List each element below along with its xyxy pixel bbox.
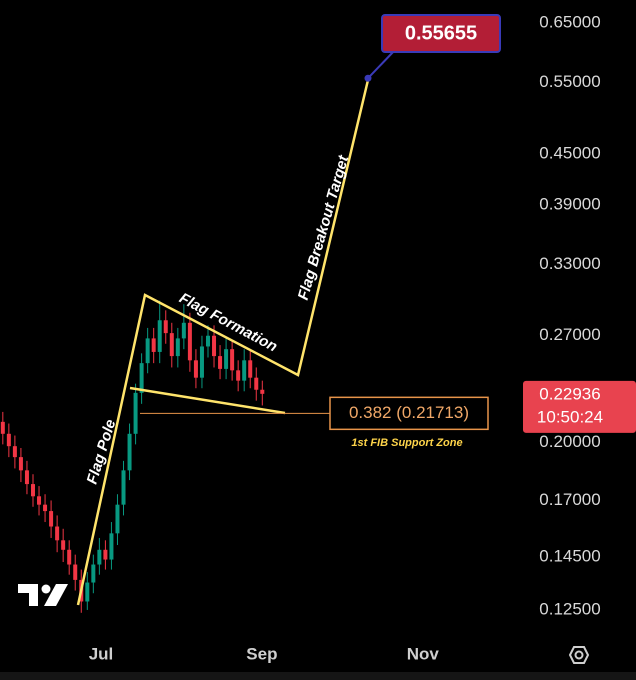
y-tick-label: 0.27000 [539, 325, 600, 344]
candle-body [205, 335, 210, 347]
y-tick-label: 0.14500 [539, 547, 600, 566]
candle-body [260, 389, 265, 394]
y-tick-label: 0.17000 [539, 490, 600, 509]
candle-body [193, 360, 198, 378]
settings-icon[interactable] [568, 646, 590, 664]
y-tick-label: 0.65000 [539, 12, 600, 31]
candle-body [37, 496, 42, 505]
y-tick-label: 0.45000 [539, 143, 600, 162]
candle-body [187, 322, 192, 361]
candle-body [6, 433, 11, 447]
candle-body [85, 582, 90, 602]
candle-body [224, 349, 229, 369]
candle-body [115, 504, 120, 534]
candle-body [133, 392, 138, 434]
candle-body [248, 360, 253, 378]
candle-body [151, 338, 156, 352]
candle-body [230, 349, 235, 371]
y-tick-label: 0.55000 [539, 72, 600, 91]
y-tick-label: 0.39000 [539, 194, 600, 213]
logo-part [41, 584, 51, 594]
candle-body [169, 333, 174, 357]
candle-body [212, 335, 217, 357]
last-price-box [523, 380, 636, 433]
fib-box [329, 396, 489, 431]
candle-body [254, 377, 259, 390]
overlay: 0.382 (0.21713) 1st FIB Support Zone 0.556… [140, 14, 636, 449]
pattern-outline [76, 79, 370, 606]
candle-body [242, 360, 247, 381]
target-connector [367, 49, 396, 79]
last-price-label: 0.22936 [539, 384, 600, 403]
candle-body [18, 457, 23, 471]
target-label: 0.55655 [405, 22, 477, 44]
candle-body [139, 363, 144, 393]
candle-body [236, 370, 241, 381]
candle-body [109, 533, 114, 560]
candles [0, 300, 265, 613]
candle-body [49, 511, 54, 527]
candle-body [61, 540, 66, 550]
candle-body [43, 504, 48, 512]
candle-body [218, 356, 223, 369]
candle-body [121, 470, 126, 505]
candle-body [73, 564, 78, 580]
candle-body [30, 484, 35, 497]
pattern-lines [76, 79, 370, 606]
candle-body [97, 549, 102, 565]
y-tick-label: 0.20000 [539, 432, 600, 451]
candle-body [103, 549, 108, 560]
candle-body [145, 338, 150, 364]
y-tick-label: 0.12500 [539, 599, 600, 618]
logo-part [18, 584, 38, 606]
candle-body [199, 346, 204, 378]
candle-body [91, 564, 96, 583]
candle-body [175, 338, 180, 357]
countdown-label: 10:50:24 [537, 407, 603, 426]
candle-body [24, 470, 29, 485]
candle-body [157, 320, 162, 352]
x-tick-label: Sep [246, 644, 277, 663]
candle-body [67, 549, 72, 565]
candle-body [55, 526, 60, 541]
x-tick-label: Nov [407, 644, 440, 663]
tradingview-logo [18, 584, 68, 606]
bottom-bar [0, 672, 636, 680]
x-tick-label: Jul [89, 644, 114, 663]
target-box [381, 14, 501, 53]
flag-lower-line [129, 386, 286, 415]
candle-body [181, 322, 186, 339]
fib-label: 0.382 (0.21713) [349, 403, 469, 422]
logo-part [44, 584, 68, 606]
settings-dot[interactable] [574, 650, 584, 660]
candle-body [12, 446, 17, 458]
y-tick-label: 0.33000 [539, 254, 600, 273]
target-point [364, 74, 372, 82]
candle-body [163, 320, 168, 334]
settings-hex[interactable] [568, 646, 590, 664]
candle-body [0, 421, 5, 434]
fib-note: 1st FIB Support Zone [351, 437, 462, 449]
candle-body [127, 433, 132, 471]
